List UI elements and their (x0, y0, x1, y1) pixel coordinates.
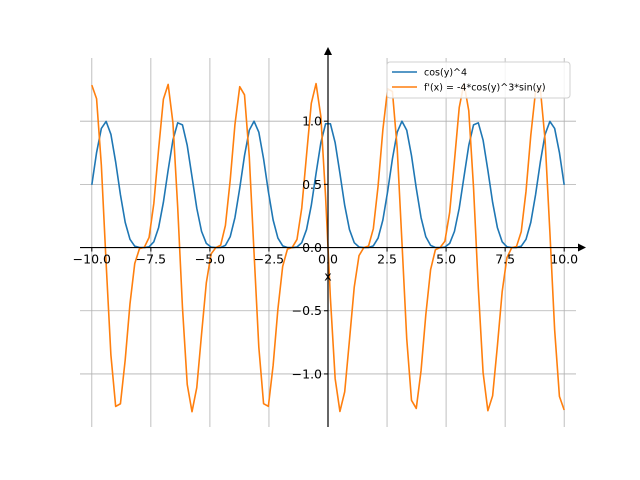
y-tick-label-4: 1.0 (302, 114, 322, 129)
x-tick-label-3: −2.5 (254, 252, 284, 267)
axes (80, 47, 586, 427)
x-tick-label-4: 0.0 (318, 252, 338, 267)
y-tick-label-1: −0.5 (292, 303, 322, 318)
x-tick-label-8: 10.0 (550, 252, 578, 267)
x-axis-label: x (324, 269, 331, 284)
legend-label-1: f'(x) = -4*cos(y)^3*sin(y) (424, 83, 546, 94)
y-tick-label-2: 0.0 (302, 240, 322, 255)
y-tick-label-0: −1.0 (292, 366, 322, 381)
x-axis-arrow-icon (578, 243, 586, 252)
x-tick-label-2: −5.0 (195, 252, 225, 267)
x-tick-label-1: −7.5 (136, 252, 166, 267)
y-tick-label-3: 0.5 (302, 177, 322, 192)
tick-labels: −10.0 −7.5 −5.0 −2.5 0.0 2.5 5.0 7.5 10.0 −1.0 −0.… (73, 114, 578, 382)
legend: cos(y)^4 f'(x) = -4*cos(y)^3*sin(y) (386, 61, 571, 99)
x-tick-label-6: 5.0 (436, 252, 456, 267)
x-tick-label-7: 7.5 (495, 252, 515, 267)
x-tick-label-5: 2.5 (377, 252, 397, 267)
legend-box (386, 61, 571, 99)
x-tick-label-0: −10.0 (73, 252, 111, 267)
legend-label-0: cos(y)^4 (424, 68, 467, 79)
y-axis-arrow-icon (324, 47, 332, 55)
